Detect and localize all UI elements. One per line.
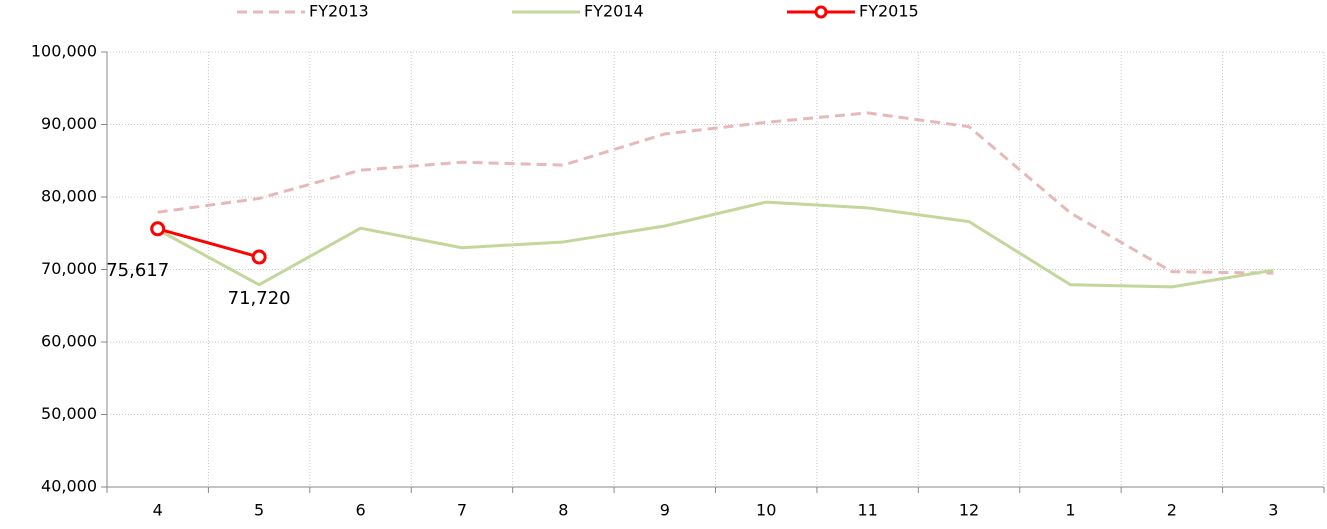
data-label: 71,720 (228, 288, 291, 309)
series-line (156, 200, 1274, 289)
legend-label: FY2015 (859, 2, 919, 21)
x-tick-label: 8 (558, 501, 568, 520)
series-line (157, 227, 260, 259)
y-tick-label: 100,000 (31, 42, 97, 61)
y-tick-label: 60,000 (41, 332, 97, 351)
point-marker (251, 249, 267, 265)
point-marker (150, 221, 166, 237)
x-tick-label: 10 (756, 501, 776, 520)
x-tick-label: 12 (959, 501, 979, 520)
y-tick-label: 70,000 (41, 259, 97, 278)
x-tick-label: 2 (1167, 501, 1177, 520)
legend-label: FY2013 (309, 2, 369, 21)
y-tick-label: 40,000 (41, 477, 97, 496)
x-tick-label: 7 (457, 501, 467, 520)
x-tick-label: 6 (355, 501, 365, 520)
y-tick-label: 50,000 (41, 404, 97, 423)
legend-marker (814, 5, 828, 19)
data-label: 75,617 (106, 260, 169, 281)
x-tick-label: 5 (254, 501, 264, 520)
y-tick-label: 80,000 (41, 187, 97, 206)
y-tick-label: 90,000 (41, 114, 97, 133)
x-tick-label: 3 (1268, 501, 1278, 520)
series-line (157, 111, 1274, 275)
x-tick-label: 4 (153, 501, 163, 520)
legend-label: FY2014 (584, 2, 644, 21)
x-tick-label: 1 (1065, 501, 1075, 520)
x-tick-label: 11 (857, 501, 877, 520)
x-tick-label: 9 (660, 501, 670, 520)
